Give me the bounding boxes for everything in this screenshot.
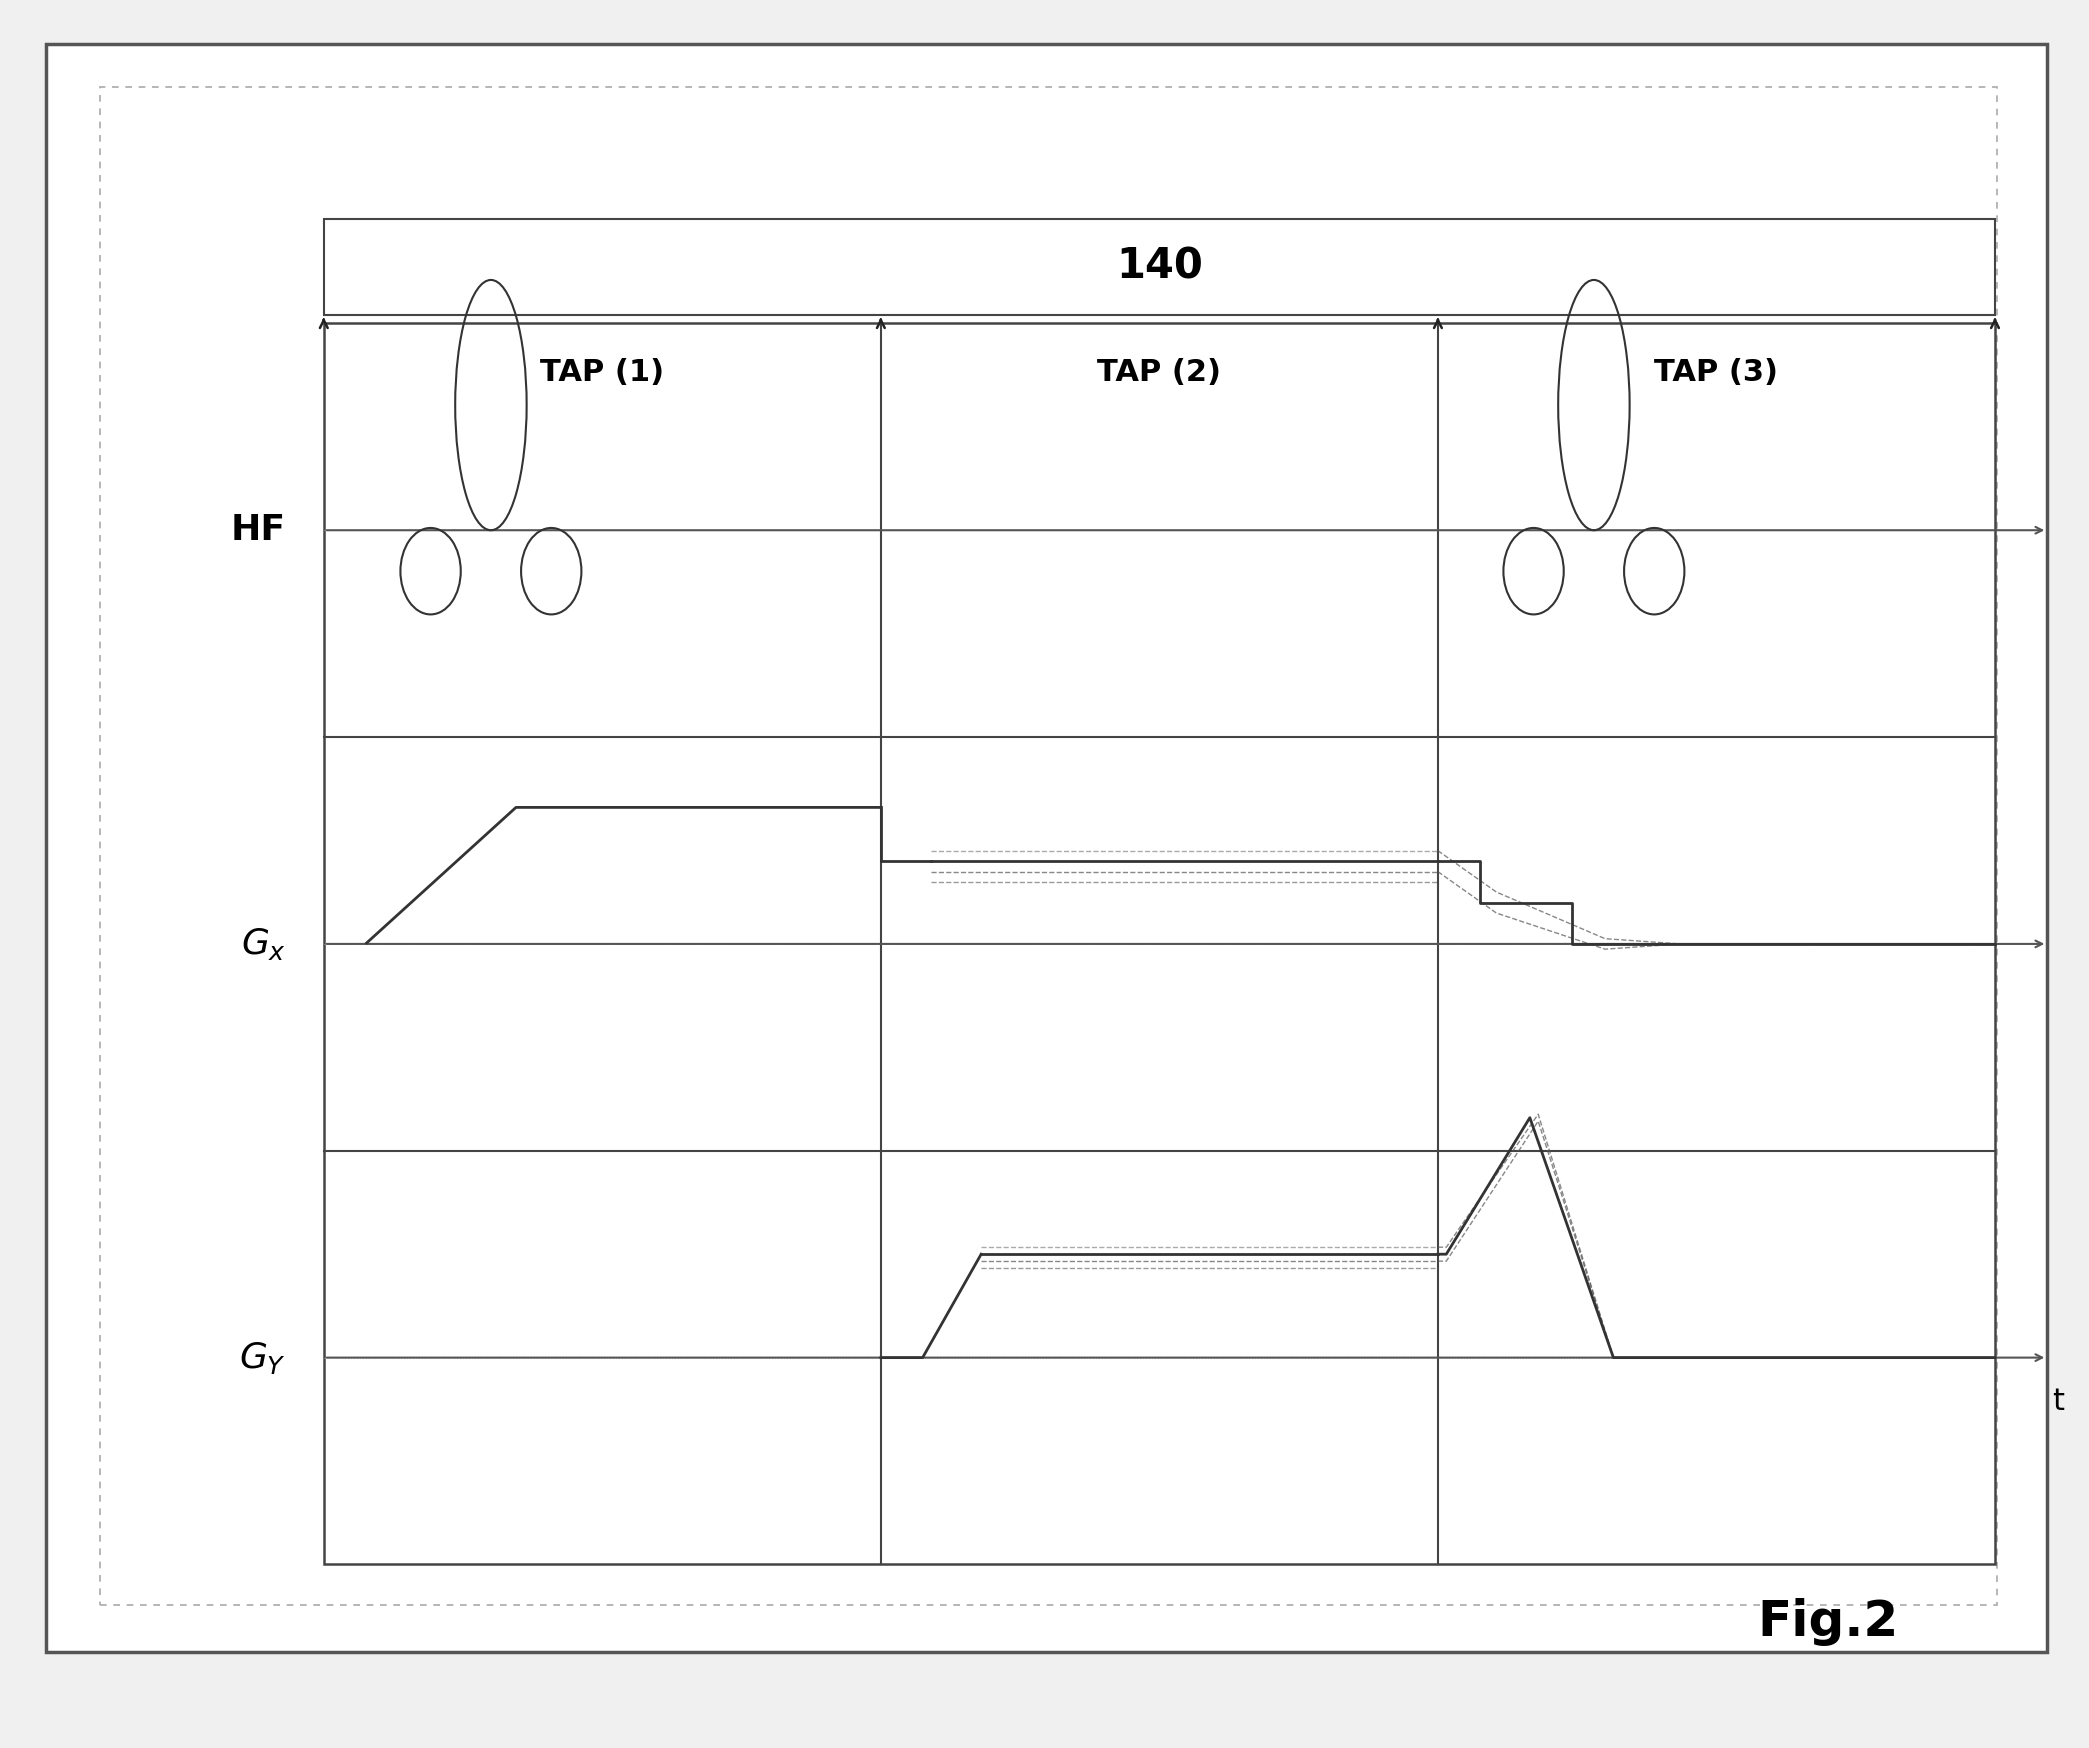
Text: $G_Y$: $G_Y$ xyxy=(238,1339,286,1376)
Bar xyxy=(100,87,1997,1605)
Text: TAP (1): TAP (1) xyxy=(541,358,664,388)
Text: $G_x$: $G_x$ xyxy=(240,926,286,961)
Text: TAP (2): TAP (2) xyxy=(1097,358,1222,388)
Bar xyxy=(324,218,1995,315)
Text: 140: 140 xyxy=(1116,245,1203,288)
Text: HF: HF xyxy=(232,514,286,547)
Text: Fig.2: Fig.2 xyxy=(1757,1598,1899,1647)
Text: t: t xyxy=(2051,1386,2064,1416)
Text: TAP (3): TAP (3) xyxy=(1654,358,1778,388)
Bar xyxy=(324,323,1995,1564)
